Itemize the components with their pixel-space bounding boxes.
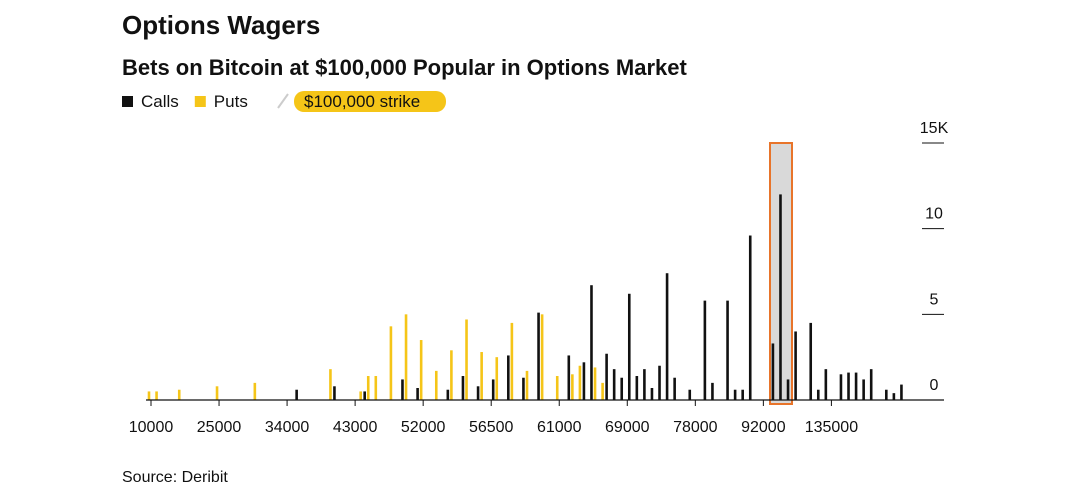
bar [329,369,332,400]
bar [404,314,408,400]
bar [522,377,525,400]
bar [605,353,608,400]
bar [590,285,593,400]
x-tick-label: 78000 [673,419,718,436]
bar [658,365,661,400]
bar [476,386,480,400]
bar [147,391,151,400]
x-tick-label: 61000 [537,419,582,436]
bar [507,355,510,400]
x-tick-label: 69000 [605,419,650,436]
bar [809,322,813,400]
annotation-pill [294,91,446,112]
bar [582,362,586,400]
bar [480,352,483,400]
bar [525,370,529,400]
bar [862,379,865,400]
x-tick-label: 135000 [805,419,858,436]
bar [627,293,631,400]
bar [726,300,729,400]
bar [434,370,438,400]
bar [892,393,896,400]
bar [854,372,858,400]
y-tick-label: 5 [930,291,939,308]
bar [869,369,873,400]
bar [824,369,828,400]
bar [885,389,888,400]
bar [537,312,540,400]
bar [510,322,514,400]
bar [567,355,571,400]
bar [295,389,298,400]
y-tick-label: 0 [930,377,939,394]
bar [733,389,737,400]
bar [461,376,465,400]
bar [389,326,393,400]
bar [578,365,582,400]
bar [416,388,419,400]
bar [711,382,714,400]
bar [741,389,744,400]
annotation: $100,000 strike [304,92,420,111]
bar [650,388,654,400]
bar [748,235,752,400]
legend-label: Calls [141,92,179,111]
bar [495,357,499,400]
source: Source: Deribit [122,469,228,486]
bar [491,379,495,400]
bar [555,376,559,400]
bar [847,372,850,400]
x-tick-label: 25000 [197,419,242,436]
bar [900,384,903,400]
chart-subtitle: Bets on Bitcoin at $100,000 Popular in O… [122,55,687,80]
y-tick-label: 10 [925,206,943,223]
bar [635,376,639,400]
bar [816,389,820,400]
bar [177,389,181,400]
bar [215,386,219,400]
bar [446,389,450,400]
x-tick-label: 34000 [265,419,310,436]
bar [450,350,453,400]
bar [465,319,468,400]
x-tick-label: 10000 [129,419,174,436]
bar [366,376,370,400]
bar [419,340,423,400]
bar [703,300,707,400]
x-tick-label: 92000 [741,419,786,436]
x-tick-label: 43000 [333,419,378,436]
bar [786,379,790,400]
bar [540,314,544,400]
bar [612,369,616,400]
bar [839,374,843,400]
bar [593,367,597,400]
bar [601,382,604,400]
bar [359,391,362,400]
legend-swatch [122,96,133,107]
y-tick-label: 15K [920,120,949,137]
bar [571,374,574,400]
legend-slash [277,93,289,109]
bar [665,273,669,400]
bar [688,389,692,400]
bar [643,369,646,400]
legend-swatch [194,96,206,107]
bar [401,379,404,400]
bar [673,377,676,400]
bar [771,343,775,400]
bar [374,376,378,400]
bar [155,391,158,400]
chart-title: Options Wagers [122,10,320,40]
bar [794,331,797,400]
bar [363,391,366,400]
bar [779,194,782,400]
bar [253,382,257,400]
x-tick-label: 52000 [401,419,446,436]
bar [620,377,624,400]
bar [333,386,336,400]
legend-label: Puts [214,92,248,111]
x-tick-label: 56500 [469,419,514,436]
